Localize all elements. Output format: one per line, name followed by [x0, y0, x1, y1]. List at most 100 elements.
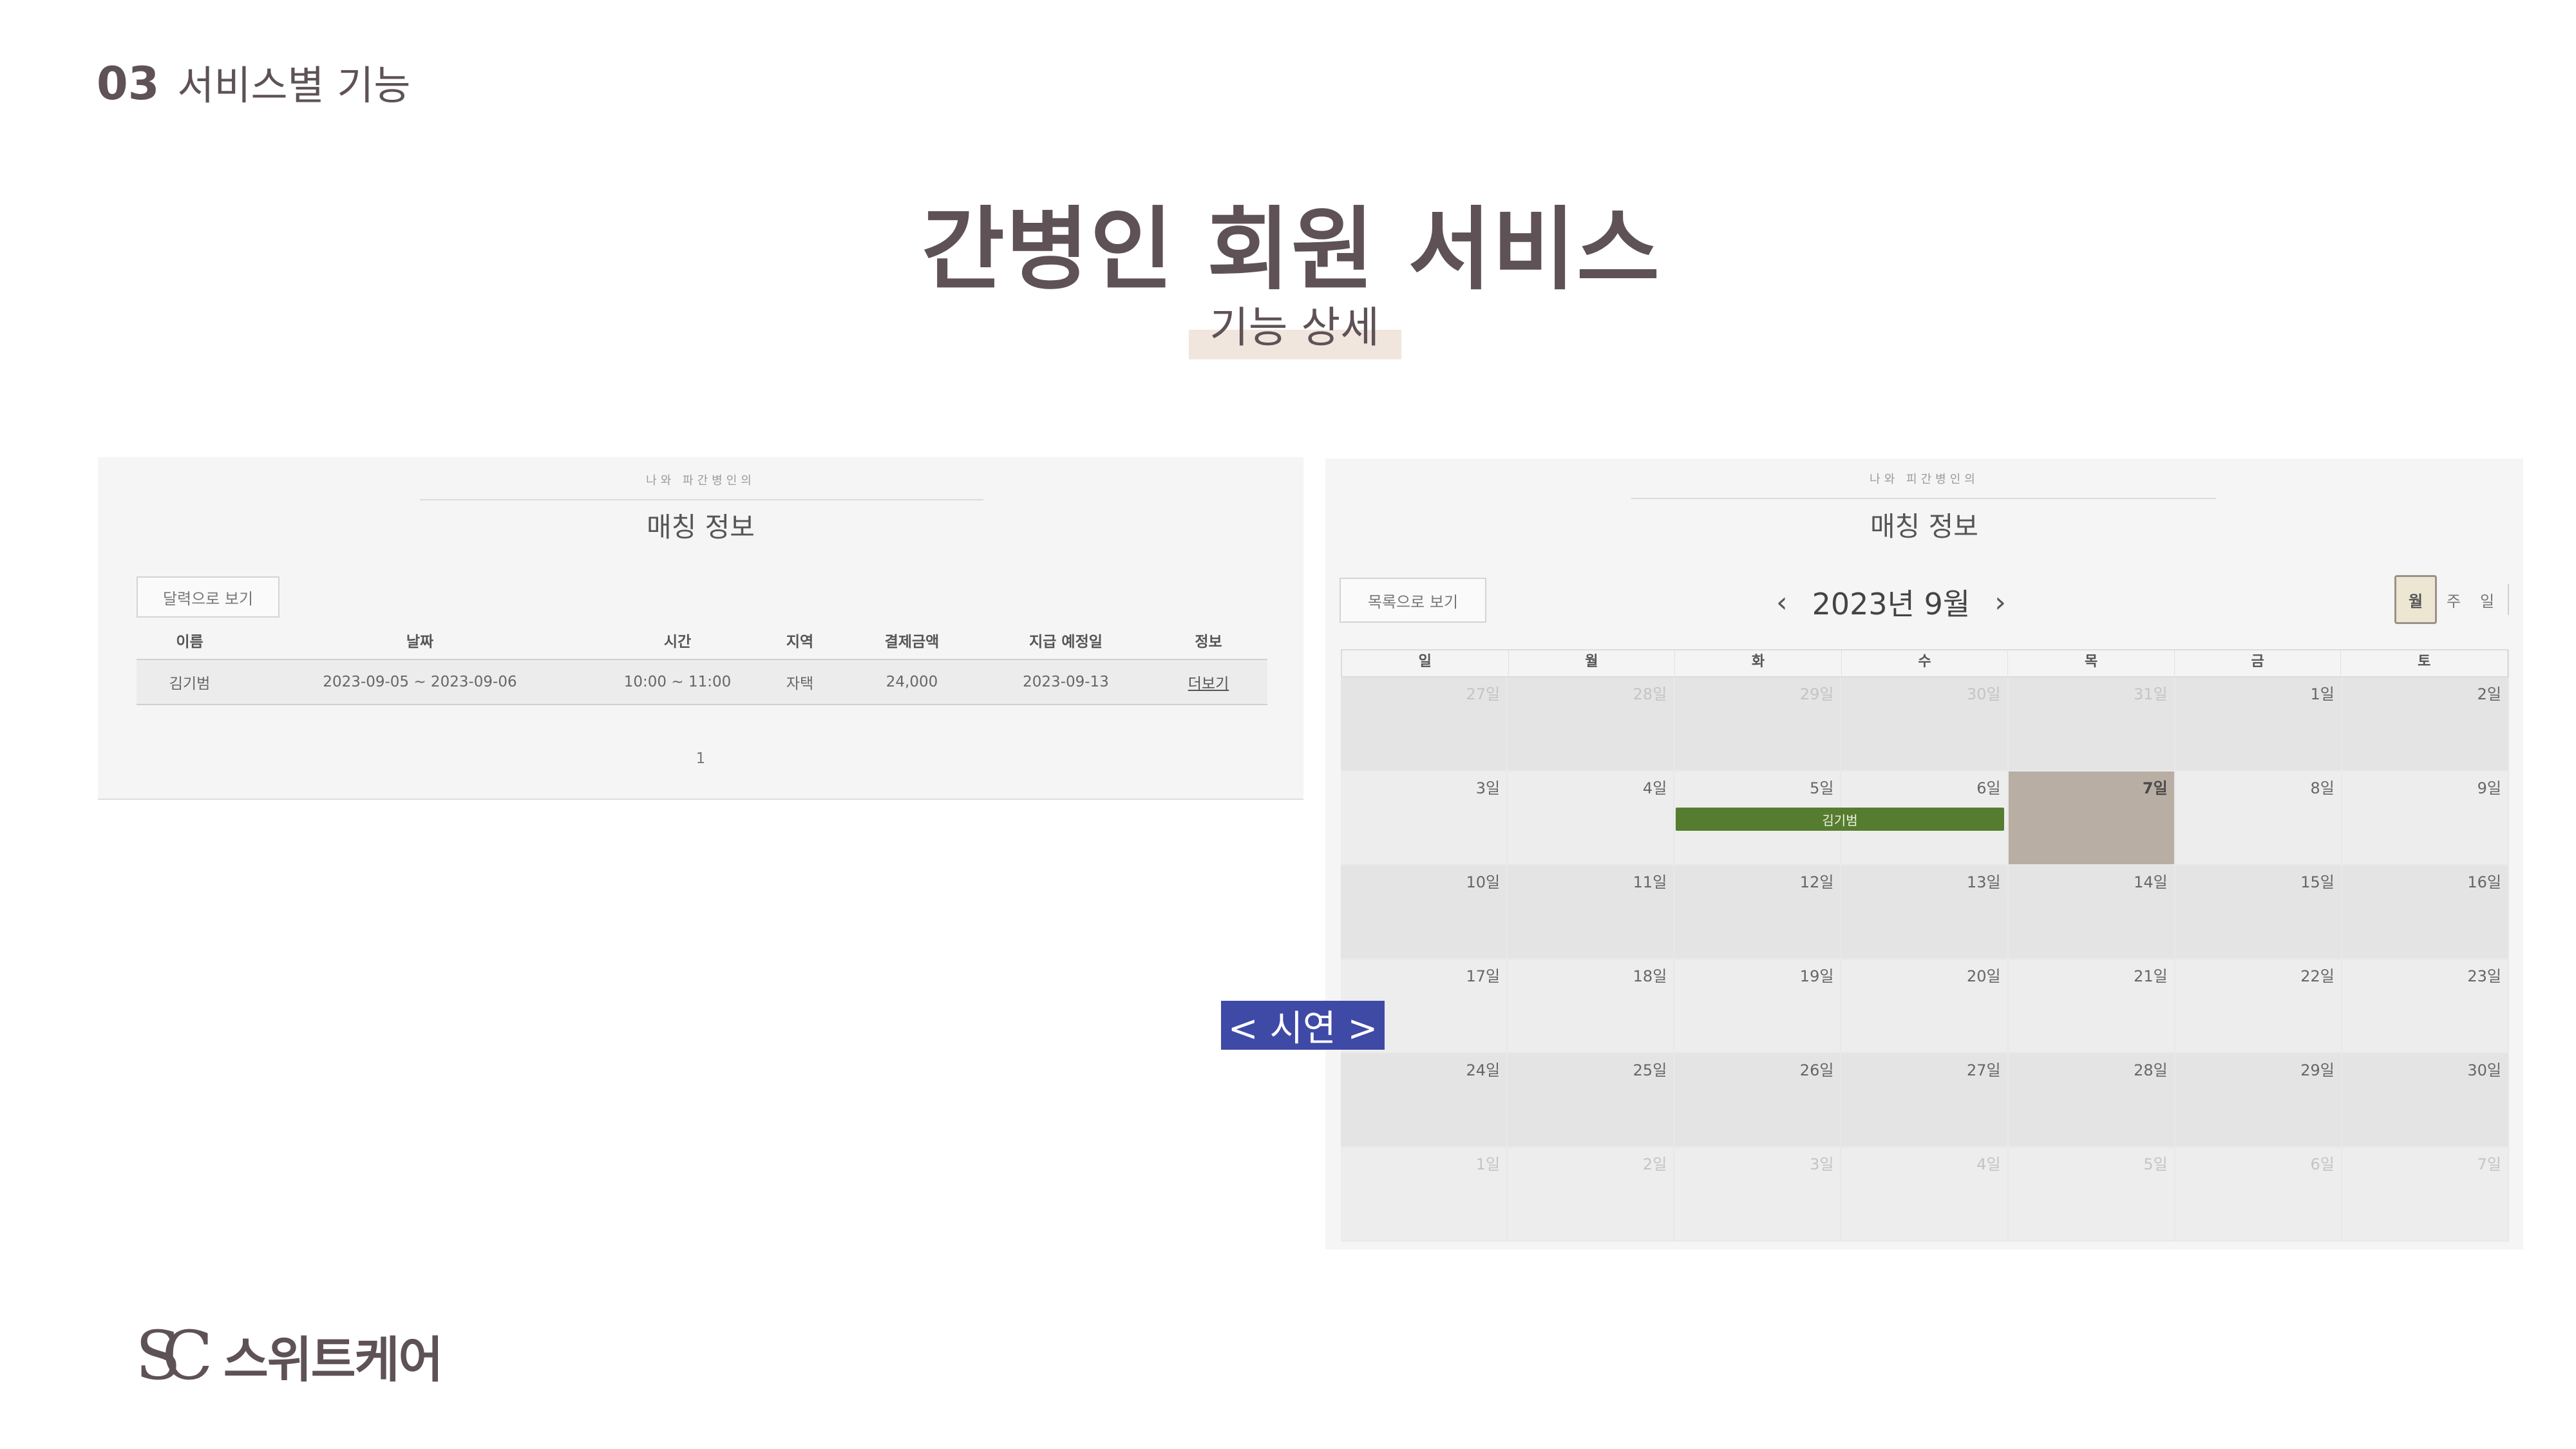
- day-number: 27일: [1466, 685, 1501, 703]
- calendar-day[interactable]: 15일: [2175, 866, 2342, 960]
- calendar-day[interactable]: 14일: [2008, 866, 2175, 960]
- month-navigator: ‹ 2023년 9월 ›: [1776, 581, 2006, 623]
- calendar-day[interactable]: 30일: [2342, 1054, 2509, 1148]
- month-label: 2023년 9월: [1812, 587, 1971, 621]
- day-number: 25일: [1633, 1061, 1667, 1079]
- calendar-day[interactable]: 2일: [1508, 1148, 1675, 1242]
- day-number: 1일: [1475, 1155, 1501, 1173]
- day-number: 6일: [2310, 1155, 2334, 1173]
- col-info: 정보: [1195, 634, 1222, 650]
- calendar-day[interactable]: 4일: [1841, 1148, 2009, 1242]
- page-subtitle: 기능 상세: [1209, 303, 1379, 352]
- day-number: 23일: [2467, 967, 2501, 985]
- calendar-day[interactable]: 25일: [1508, 1054, 1675, 1148]
- day-number: 29일: [2300, 1061, 2334, 1079]
- list-view-button[interactable]: 목록으로 보기: [1340, 578, 1486, 623]
- calendar-day[interactable]: 23일: [2342, 960, 2509, 1054]
- section-header: 03 서비스별 기능: [97, 53, 410, 111]
- weekday-wed: 수: [1842, 650, 2009, 676]
- demo-badge[interactable]: < 시연 >: [1221, 1001, 1385, 1050]
- logo-mark: SC: [135, 1316, 213, 1395]
- calendar-day[interactable]: 2일: [2342, 677, 2509, 772]
- day-number: 9일: [2477, 779, 2501, 797]
- calendar-day[interactable]: 3일: [1341, 772, 1508, 866]
- calendar-day[interactable]: 6일: [2175, 1148, 2342, 1242]
- calendar-day[interactable]: 28일: [1508, 677, 1675, 772]
- calendar-view-button[interactable]: 달력으로 보기: [137, 576, 279, 618]
- calendar-day[interactable]: 1일: [1341, 1148, 1508, 1242]
- day-number: 2일: [1642, 1155, 1667, 1173]
- day-number: 5일: [2143, 1155, 2168, 1173]
- cell-payout-date: 2023-09-13: [1023, 674, 1109, 690]
- calendar-day[interactable]: 18일: [1508, 960, 1675, 1054]
- calendar-day-today[interactable]: 7일: [2008, 772, 2175, 866]
- day-number: 20일: [1966, 967, 2001, 985]
- calendar-day[interactable]: 29일: [2175, 1054, 2342, 1148]
- calendar-day[interactable]: 3일: [1674, 1148, 1842, 1242]
- weekday-header: 일 월 화 수 목 금 토: [1341, 649, 2509, 677]
- calendar-day[interactable]: 12일: [1674, 866, 1842, 960]
- day-number: 21일: [2134, 967, 2168, 985]
- more-link[interactable]: 더보기: [1188, 676, 1229, 692]
- calendar-day[interactable]: 22일: [2175, 960, 2342, 1054]
- day-number: 26일: [1799, 1061, 1834, 1079]
- month-view-button[interactable]: 월: [2394, 575, 2437, 624]
- calendar-day[interactable]: 13일: [1841, 866, 2009, 960]
- weekday-sat: 토: [2341, 650, 2508, 676]
- calendar-day[interactable]: 27일: [1341, 677, 1508, 772]
- calendar-day[interactable]: 4일: [1508, 772, 1675, 866]
- calendar-event[interactable]: 김기범: [1676, 808, 2004, 831]
- calendar-day[interactable]: 11일: [1508, 866, 1675, 960]
- day-number: 31일: [2134, 685, 2168, 703]
- calendar-week: 3일 4일 5일 6일 7일 8일 9일 김기범: [1341, 772, 2509, 866]
- day-number: 22일: [2300, 967, 2334, 985]
- calendar-day[interactable]: 31일: [2008, 677, 2175, 772]
- logo-text: 스위트케어: [223, 1331, 444, 1388]
- weekday-fri: 금: [2175, 650, 2342, 676]
- calendar-week: 27일 28일 29일 30일 31일 1일 2일: [1341, 677, 2509, 772]
- col-amount: 결제금액: [884, 634, 940, 650]
- list-caption: 나와 파간병인의: [646, 474, 755, 488]
- day-number: 12일: [1799, 873, 1834, 891]
- week-view-button[interactable]: 주: [2446, 592, 2461, 611]
- matching-calendar-panel: 나와 피간병인의 매칭 정보 목록으로 보기 ‹ 2023년 9월 › 월 주 …: [1325, 459, 2523, 1249]
- page-title: 간병인 회원 서비스: [922, 198, 1661, 303]
- calendar-day[interactable]: 27일: [1841, 1054, 2009, 1148]
- cell-time: 10:00 ~ 11:00: [623, 674, 732, 690]
- weekday-mon: 월: [1509, 650, 1676, 676]
- calendar-day[interactable]: 1일: [2175, 677, 2342, 772]
- calendar-day[interactable]: 28일: [2008, 1054, 2175, 1148]
- col-date: 날짜: [406, 634, 434, 650]
- day-view-button[interactable]: 일: [2479, 592, 2495, 611]
- calendar-week: 17일 18일 19일 20일 21일 22일 23일: [1341, 960, 2509, 1054]
- next-month-button[interactable]: ›: [1994, 585, 2006, 619]
- calendar-day[interactable]: 24일: [1341, 1054, 1508, 1148]
- cell-info: 더보기: [1150, 671, 1267, 693]
- cell-name: 김기범: [169, 676, 211, 692]
- calendar-day[interactable]: 8일: [2175, 772, 2342, 866]
- calendar-day[interactable]: 19일: [1674, 960, 1842, 1054]
- calendar-day[interactable]: 17일: [1341, 960, 1508, 1054]
- calendar-day[interactable]: 21일: [2008, 960, 2175, 1054]
- day-number: 3일: [1810, 1155, 1834, 1173]
- day-number: 16일: [2467, 873, 2501, 891]
- calendar-title-divider: [1631, 498, 2216, 499]
- calendar-day[interactable]: 16일: [2342, 866, 2509, 960]
- calendar-day[interactable]: 5일: [2008, 1148, 2175, 1242]
- calendar-day[interactable]: 30일: [1841, 677, 2009, 772]
- calendar-day[interactable]: 6일: [1841, 772, 2009, 866]
- day-number: 28일: [2134, 1061, 2168, 1079]
- calendar-day[interactable]: 26일: [1674, 1054, 1842, 1148]
- calendar-day[interactable]: 29일: [1674, 677, 1842, 772]
- calendar-day[interactable]: 20일: [1841, 960, 2009, 1054]
- calendar-day[interactable]: 7일: [2342, 1148, 2509, 1242]
- calendar-day[interactable]: 10일: [1341, 866, 1508, 960]
- brand-logo: SC 스위트케어: [135, 1316, 444, 1395]
- list-title: 매칭 정보: [647, 511, 755, 543]
- calendar-day[interactable]: 9일: [2342, 772, 2509, 866]
- list-title-divider: [420, 499, 983, 500]
- prev-month-button[interactable]: ‹: [1776, 585, 1788, 619]
- pagination-page[interactable]: 1: [696, 750, 706, 767]
- section-title: 서비스별 기능: [177, 62, 411, 109]
- subtitle-highlight: [1189, 330, 1401, 359]
